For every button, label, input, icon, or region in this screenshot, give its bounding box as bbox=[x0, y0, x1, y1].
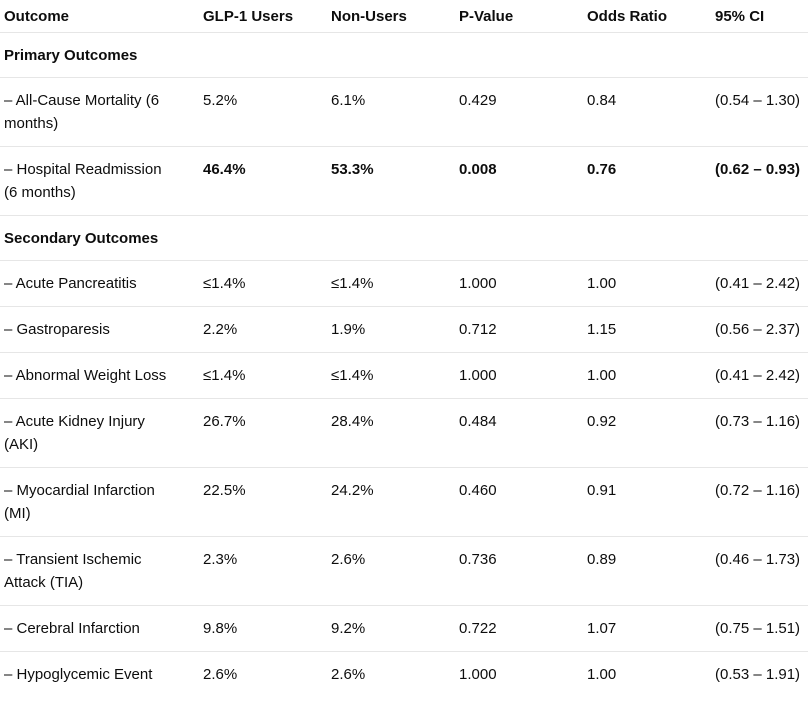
cell-glp1-users: 46.4% bbox=[203, 146, 331, 216]
cell-outcome: – Hypoglycemic Event bbox=[0, 651, 203, 697]
cell-p-value: 1.000 bbox=[459, 260, 587, 307]
cell-95-ci: (0.73 – 1.16) bbox=[715, 398, 808, 468]
table-row-all-cause-mortality: – All-Cause Mortality (6 months) 5.2% 6.… bbox=[0, 77, 808, 147]
table-row-gastroparesis: – Gastroparesis 2.2% 1.9% 0.712 1.15 (0.… bbox=[0, 306, 808, 353]
cell-glp1-users: 9.8% bbox=[203, 605, 331, 652]
table-row-cerebral-infarction: – Cerebral Infarction 9.8% 9.2% 0.722 1.… bbox=[0, 605, 808, 652]
cell-odds-ratio: 1.00 bbox=[587, 352, 715, 399]
table-row-abnormal-weight-loss: – Abnormal Weight Loss ≤1.4% ≤1.4% 1.000… bbox=[0, 352, 808, 399]
section-title: Primary Outcomes bbox=[0, 32, 808, 78]
cell-p-value: 0.712 bbox=[459, 306, 587, 353]
column-header-glp1-users: GLP-1 Users bbox=[203, 8, 294, 25]
column-header-non-users: Non-Users bbox=[331, 8, 407, 25]
cell-glp1-users: 2.3% bbox=[203, 536, 331, 606]
cell-glp1-users: 22.5% bbox=[203, 467, 331, 537]
cell-glp1-users: ≤1.4% bbox=[203, 352, 331, 399]
cell-outcome: – Transient Ischemic Attack (TIA) bbox=[0, 536, 203, 606]
cell-glp1-users: 2.6% bbox=[203, 651, 331, 697]
section-title: Secondary Outcomes bbox=[0, 215, 808, 261]
cell-outcome: – All-Cause Mortality (6 months) bbox=[0, 77, 203, 147]
cell-odds-ratio: 1.00 bbox=[587, 651, 715, 697]
cell-odds-ratio: 0.76 bbox=[587, 146, 715, 216]
column-header-p-value: P-Value bbox=[459, 8, 514, 25]
table-row-acute-pancreatitis: – Acute Pancreatitis ≤1.4% ≤1.4% 1.000 1… bbox=[0, 260, 808, 307]
cell-95-ci: (0.62 – 0.93) bbox=[715, 146, 808, 216]
cell-glp1-users: 5.2% bbox=[203, 77, 331, 147]
cell-p-value: 1.000 bbox=[459, 352, 587, 399]
table-row-hospital-readmission: – Hospital Readmission (6 months) 46.4% … bbox=[0, 146, 808, 216]
cell-p-value: 0.429 bbox=[459, 77, 587, 147]
cell-odds-ratio: 0.84 bbox=[587, 77, 715, 147]
cell-odds-ratio: 0.92 bbox=[587, 398, 715, 468]
cell-95-ci: (0.75 – 1.51) bbox=[715, 605, 808, 652]
cell-outcome: – Myocardial Infarction (MI) bbox=[0, 467, 203, 537]
cell-glp1-users: 26.7% bbox=[203, 398, 331, 468]
section-header-row-primary: Primary Outcomes bbox=[0, 32, 808, 78]
cell-non-users: 53.3% bbox=[331, 146, 459, 216]
cell-outcome: – Acute Kidney Injury (AKI) bbox=[0, 398, 203, 468]
cell-p-value: 0.460 bbox=[459, 467, 587, 537]
cell-non-users: 24.2% bbox=[331, 467, 459, 537]
cell-odds-ratio: 0.91 bbox=[587, 467, 715, 537]
header-row: Outcome GLP-1 Users Non-Users P-Value Od… bbox=[0, 0, 808, 33]
cell-95-ci: (0.46 – 1.73) bbox=[715, 536, 808, 606]
cell-p-value: 0.736 bbox=[459, 536, 587, 606]
column-header-95-ci: 95% CI bbox=[715, 8, 765, 25]
cell-outcome: – Cerebral Infarction bbox=[0, 605, 203, 652]
cell-non-users: 28.4% bbox=[331, 398, 459, 468]
cell-95-ci: (0.72 – 1.16) bbox=[715, 467, 808, 537]
cell-p-value: 0.008 bbox=[459, 146, 587, 216]
column-header-odds-ratio: Odds Ratio bbox=[587, 8, 668, 25]
cell-outcome: – Gastroparesis bbox=[0, 306, 203, 353]
cell-95-ci: (0.56 – 2.37) bbox=[715, 306, 808, 353]
cell-outcome: – Abnormal Weight Loss bbox=[0, 352, 203, 399]
cell-glp1-users: 2.2% bbox=[203, 306, 331, 353]
cell-non-users: 1.9% bbox=[331, 306, 459, 353]
table-row-acute-kidney-injury: – Acute Kidney Injury (AKI) 26.7% 28.4% … bbox=[0, 398, 808, 468]
cell-95-ci: (0.41 – 2.42) bbox=[715, 260, 808, 307]
cell-p-value: 1.000 bbox=[459, 651, 587, 697]
cell-non-users: 9.2% bbox=[331, 605, 459, 652]
cell-odds-ratio: 1.07 bbox=[587, 605, 715, 652]
cell-non-users: ≤1.4% bbox=[331, 352, 459, 399]
table-row-hypoglycemic-event: – Hypoglycemic Event 2.6% 2.6% 1.000 1.0… bbox=[0, 651, 808, 697]
section-header-row-secondary: Secondary Outcomes bbox=[0, 215, 808, 261]
cell-outcome: – Acute Pancreatitis bbox=[0, 260, 203, 307]
cell-odds-ratio: 0.89 bbox=[587, 536, 715, 606]
cell-non-users: ≤1.4% bbox=[331, 260, 459, 307]
cell-non-users: 2.6% bbox=[331, 536, 459, 606]
table-row-myocardial-infarction: – Myocardial Infarction (MI) 22.5% 24.2%… bbox=[0, 467, 808, 537]
cell-odds-ratio: 1.15 bbox=[587, 306, 715, 353]
cell-non-users: 6.1% bbox=[331, 77, 459, 147]
cell-odds-ratio: 1.00 bbox=[587, 260, 715, 307]
cell-outcome: – Hospital Readmission (6 months) bbox=[0, 146, 203, 216]
cell-non-users: 2.6% bbox=[331, 651, 459, 697]
cell-95-ci: (0.54 – 1.30) bbox=[715, 77, 808, 147]
cell-95-ci: (0.41 – 2.42) bbox=[715, 352, 808, 399]
cell-p-value: 0.484 bbox=[459, 398, 587, 468]
table-row-transient-ischemic-attack: – Transient Ischemic Attack (TIA) 2.3% 2… bbox=[0, 536, 808, 606]
cell-p-value: 0.722 bbox=[459, 605, 587, 652]
cell-95-ci: (0.53 – 1.91) bbox=[715, 651, 808, 697]
cell-glp1-users: ≤1.4% bbox=[203, 260, 331, 307]
column-header-outcome: Outcome bbox=[4, 8, 70, 25]
